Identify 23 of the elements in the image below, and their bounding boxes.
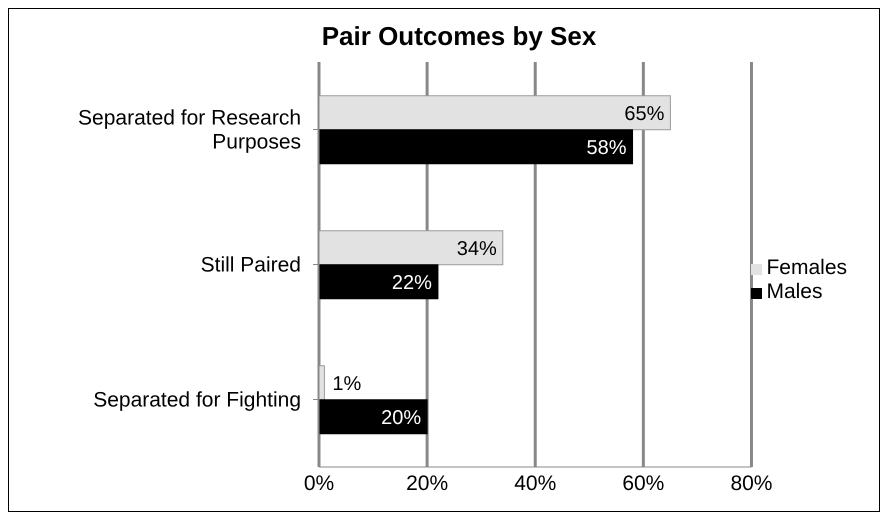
bar [319, 129, 634, 164]
bar [319, 399, 428, 434]
x-tick-label: 40% [514, 472, 556, 495]
data-label: 1% [332, 372, 362, 395]
y-tick-label: Separated for Fighting [93, 388, 301, 412]
y-tick-label: Still Paired [200, 254, 301, 276]
bar [319, 264, 438, 300]
data-label: 22% [392, 272, 432, 294]
x-tick-label: 60% [622, 472, 664, 495]
bar [319, 95, 671, 130]
bar [319, 365, 325, 400]
data-label: 58% [586, 136, 627, 159]
legend-label: Males [766, 280, 822, 302]
chart-title: Pair Outcomes by Sex [320, 21, 598, 52]
x-tick-label: 0% [304, 472, 334, 495]
y-tick-label: Separated for Research Purposes [78, 106, 301, 154]
data-label: 65% [624, 102, 665, 125]
legend-label: Females [766, 256, 847, 278]
data-label: 20% [381, 406, 422, 429]
x-tick-label: 20% [406, 472, 448, 495]
x-tick-label: 80% [730, 472, 772, 495]
data-label: 34% [456, 238, 498, 260]
bar [319, 230, 504, 266]
